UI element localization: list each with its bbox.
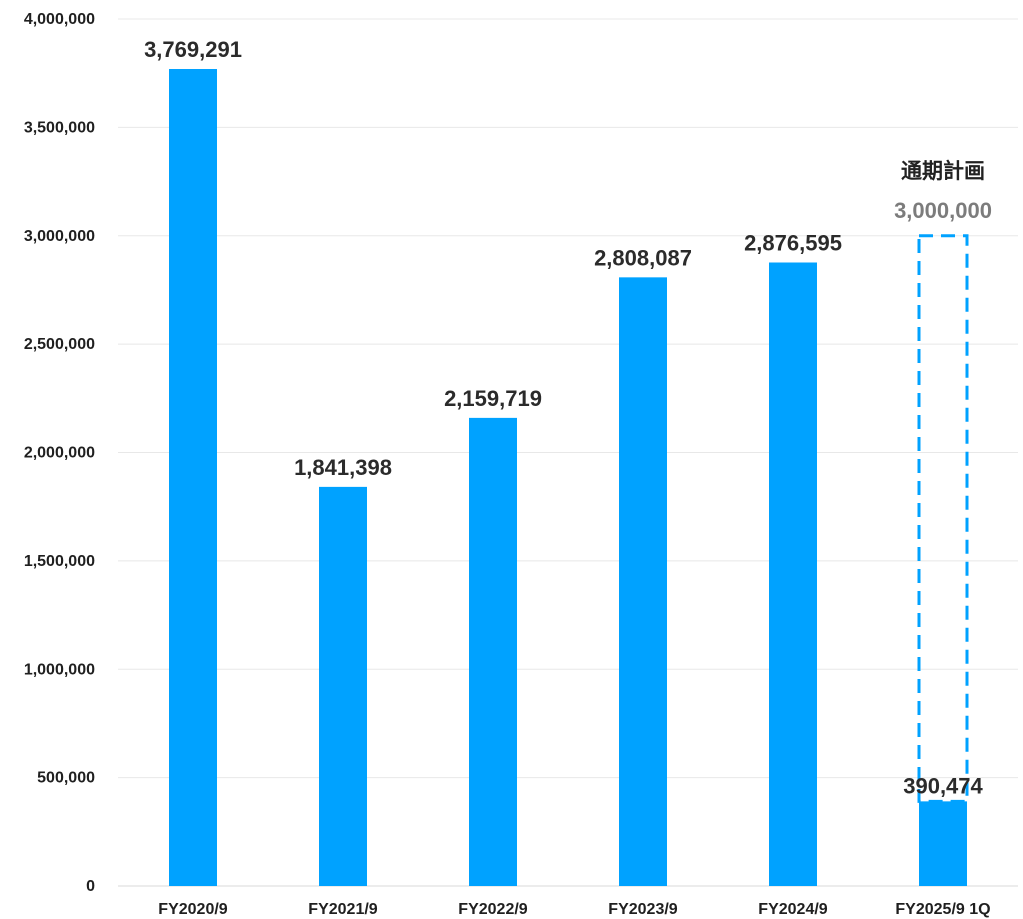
bar [769, 262, 817, 886]
x-tick-label: FY2025/9 1Q [895, 901, 990, 918]
x-tick-label: FY2022/9 [458, 901, 527, 918]
y-tick-label: 4,000,000 [24, 11, 95, 28]
bar [169, 69, 217, 887]
plan-bar-outline [917, 234, 969, 803]
y-tick-label: 1,500,000 [24, 553, 95, 570]
x-tick-label: FY2023/9 [608, 901, 677, 918]
y-tick-label: 3,500,000 [24, 119, 95, 136]
data-label: 2,808,087 [594, 245, 692, 270]
y-tick-label: 500,000 [37, 770, 95, 787]
y-tick-label: 2,500,000 [24, 336, 95, 353]
data-label: 3,769,291 [144, 37, 242, 62]
data-label: 2,159,719 [444, 386, 542, 411]
bar [619, 277, 667, 886]
plan-title: 通期計画 [901, 159, 985, 183]
y-tick-label: 0 [86, 878, 95, 895]
x-tick-label: FY2024/9 [758, 901, 827, 918]
data-label: 1,841,398 [294, 455, 392, 480]
plan-value-label: 3,000,000 [894, 198, 992, 223]
bar [919, 801, 967, 886]
y-tick-label: 3,000,000 [24, 228, 95, 245]
y-tick-label: 1,000,000 [24, 661, 95, 678]
labels-layer: 0 500,000 1,000,000 1,500,000 2,000,000 2,500… [24, 11, 992, 918]
bars-layer [169, 69, 969, 887]
data-label: 2,876,595 [744, 230, 842, 255]
x-tick-label: FY2021/9 [308, 901, 377, 918]
bar [469, 417, 517, 886]
y-tick-label: 2,000,000 [24, 445, 95, 462]
grid-layer [118, 18, 1018, 887]
bar [319, 486, 367, 886]
data-label: 390,474 [903, 773, 983, 798]
x-tick-label: FY2020/9 [158, 901, 227, 918]
